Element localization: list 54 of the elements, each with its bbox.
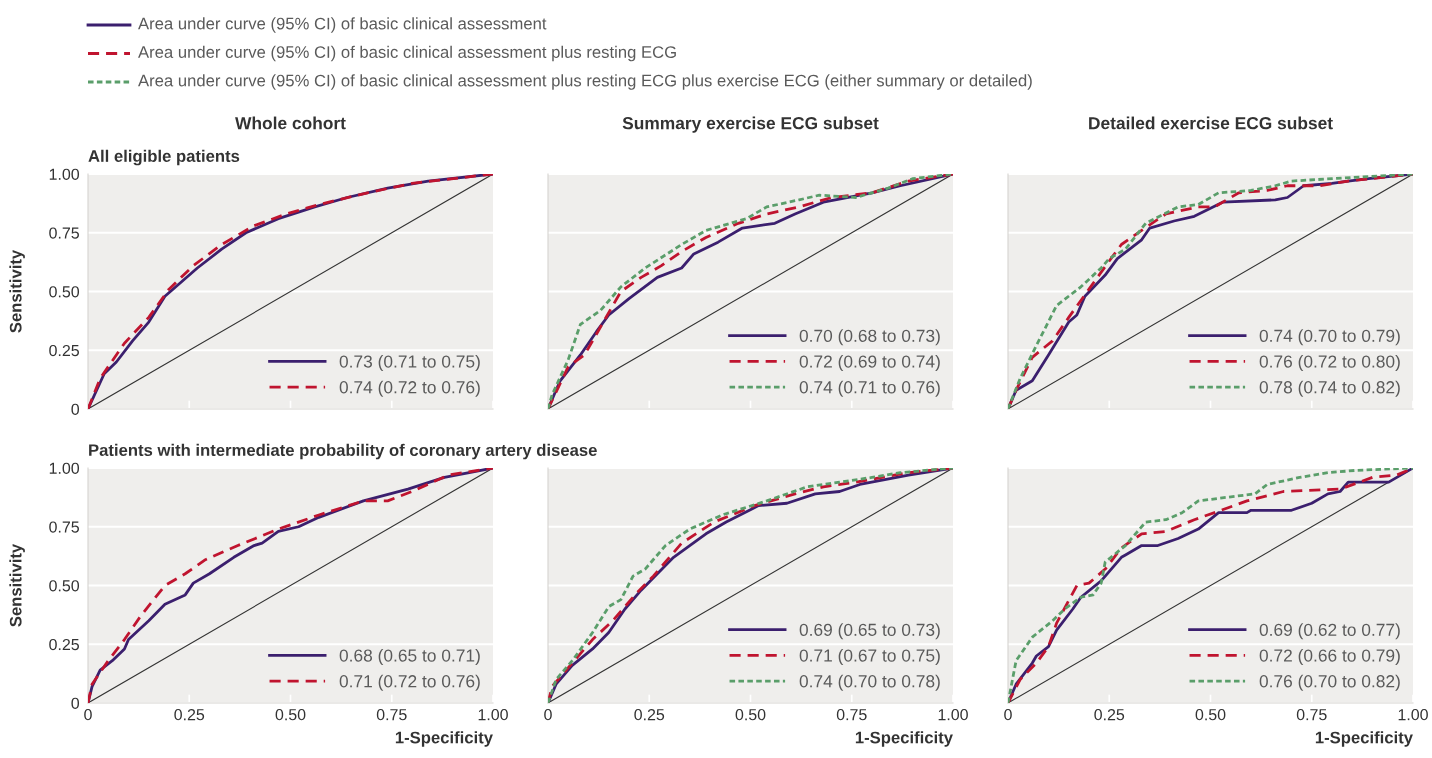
chart-title: Whole cohort bbox=[235, 116, 346, 130]
text: Area under curve (95% CI) of basic clinical assessment plus resting ECG bbox=[138, 45, 676, 62]
chart-subtitle: Patients with intermediate probability of coronary artery disease bbox=[89, 443, 597, 460]
y-tick-label: 1.00 bbox=[49, 168, 80, 180]
y-tick-label: 0.25 bbox=[49, 344, 79, 357]
x-tick-label: 0.50 bbox=[275, 708, 306, 721]
legend-label: 0.74 (0.71 to 0.76) bbox=[799, 380, 940, 397]
x-tick-label: 0.50 bbox=[735, 708, 766, 721]
x-tick-label: 0.25 bbox=[1094, 708, 1125, 721]
x-tick-label: 0.75 bbox=[836, 708, 867, 721]
x-axis-title: 1-Specificity bbox=[855, 731, 953, 747]
y-tick-label: 0.75 bbox=[49, 521, 79, 533]
text: Area under curve (95% CI) of basic clinical assessment bbox=[138, 17, 547, 33]
x-tick-label: 0.75 bbox=[376, 708, 407, 721]
y-axis-title: Sensitivity bbox=[9, 249, 25, 333]
x-tick-label: 1.00 bbox=[1398, 708, 1428, 721]
x-tick-label: 0 bbox=[84, 708, 92, 721]
legend-label: 0.73 (0.71 to 0.75) bbox=[339, 354, 480, 372]
text: Area under curve (95% CI) of basic clinical assessment plus resting ECG plus exercise ECG (either summary or detailed) bbox=[138, 74, 1032, 90]
legend-label: 0.69 (0.65 to 0.73) bbox=[799, 623, 940, 640]
y-axis-title: Sensitivity bbox=[9, 543, 25, 627]
x-tick-label: 0 bbox=[544, 708, 552, 721]
legend-label: 0.70 (0.68 to 0.73) bbox=[799, 329, 940, 346]
legend-label: 0.74 (0.70 to 0.78) bbox=[799, 674, 940, 691]
x-tick-label: 0.25 bbox=[174, 708, 205, 721]
x-tick-label: 1.00 bbox=[478, 708, 508, 721]
chart-subtitle: All eligible patients bbox=[88, 149, 240, 166]
legend-label: 0.74 (0.70 to 0.79) bbox=[1259, 329, 1400, 346]
legend-label: 0.72 (0.69 to 0.74) bbox=[799, 354, 940, 372]
legend-label: 0.72 (0.66 to 0.79) bbox=[1259, 648, 1400, 666]
y-tick-label: 0.50 bbox=[49, 286, 80, 298]
y-tick-label: 0.50 bbox=[49, 580, 80, 592]
x-tick-label: 0.75 bbox=[1296, 708, 1327, 721]
legend-label: 0.69 (0.62 to 0.77) bbox=[1259, 623, 1400, 640]
legend-label: 0.76 (0.72 to 0.80) bbox=[1259, 354, 1400, 372]
y-tick-label: 0.75 bbox=[49, 227, 79, 239]
chart-title: Summary exercise ECG subset bbox=[622, 116, 879, 133]
legend-label: 0.74 (0.72 to 0.76) bbox=[339, 380, 480, 397]
y-tick-label: 0.25 bbox=[49, 638, 79, 651]
x-tick-label: 1.00 bbox=[938, 708, 968, 721]
x-axis-title: 1-Specificity bbox=[1315, 731, 1413, 747]
y-tick-label: 1.00 bbox=[49, 462, 80, 474]
legend-label: 0.76 (0.70 to 0.82) bbox=[1259, 674, 1400, 691]
legend-label: 0.71 (0.72 to 0.76) bbox=[339, 674, 480, 691]
chart-title: Detailed exercise ECG subset bbox=[1089, 116, 1333, 130]
x-axis-title: 1-Specificity bbox=[395, 731, 493, 747]
legend-label: 0.71 (0.67 to 0.75) bbox=[799, 648, 940, 666]
legend-label: 0.78 (0.74 to 0.82) bbox=[1259, 380, 1400, 397]
x-tick-label: 0.25 bbox=[634, 708, 665, 721]
y-tick-label: 0 bbox=[71, 403, 80, 415]
legend-label: 0.68 (0.65 to 0.71) bbox=[339, 648, 480, 666]
y-tick-label: 0 bbox=[71, 697, 80, 709]
x-tick-label: 0 bbox=[1004, 708, 1012, 721]
x-tick-label: 0.50 bbox=[1195, 708, 1226, 721]
